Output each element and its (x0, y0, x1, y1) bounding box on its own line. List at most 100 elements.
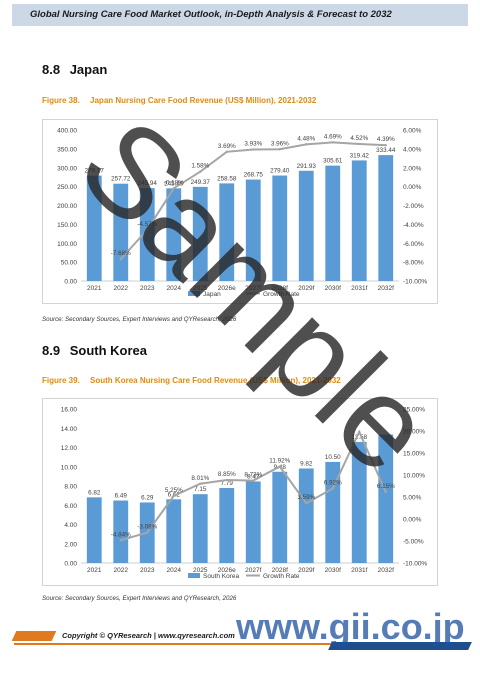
footer-copyright: Copyright © QYResearch | www.qyresearch.… (62, 631, 235, 640)
y2-tick-label: -6.00% (403, 241, 424, 248)
bar-data-label: 245.49 (164, 180, 184, 187)
bar-data-label: 12.58 (351, 434, 367, 441)
growth-rate-label: 3.69% (218, 143, 236, 150)
bar (378, 434, 394, 563)
x-tick-label: 2022 (114, 285, 129, 292)
growth-rate-label: -4.57% (137, 221, 157, 228)
growth-rate-point (358, 430, 361, 434)
growth-rate-point (331, 487, 334, 490)
bar (351, 441, 367, 563)
y2-tick-label: 20.00% (403, 429, 425, 436)
y2-tick-label: -8.00% (403, 260, 424, 267)
x-tick-label: 2024 (167, 285, 182, 292)
legend-label: Growth Rate (263, 291, 300, 298)
y2-tick-label: 25.00% (403, 407, 425, 414)
bar (272, 471, 288, 563)
growth-rate-label: 4.39% (377, 136, 395, 143)
bar-data-label: 291.93 (297, 163, 317, 170)
x-tick-label: 2021 (87, 285, 102, 292)
bar-data-label: 268.75 (244, 172, 264, 179)
bar (192, 494, 208, 563)
x-tick-label: 2031f (351, 567, 367, 574)
y-tick-label: 2.00 (64, 541, 77, 548)
legend-label: South Korea (203, 573, 240, 580)
y2-tick-label: 15.00% (403, 451, 425, 458)
footer-accent-bar (11, 631, 57, 641)
legend-swatch-bar (188, 291, 200, 296)
bar-data-label: 305.61 (323, 158, 343, 165)
y-tick-label: 14.00 (61, 426, 78, 433)
x-tick-label: 2023 (140, 567, 155, 574)
y-tick-label: 12.00 (61, 445, 78, 452)
growth-rate-label: 8.01% (191, 475, 209, 482)
bar-data-label: 7.15 (194, 486, 207, 493)
legend-label: Japan (203, 291, 221, 298)
y-tick-label: 250.00 (57, 184, 77, 191)
growth-rate-label: 4.52% (350, 135, 368, 142)
bar-data-label: 6.49 (115, 493, 128, 500)
y-tick-label: 100.00 (57, 241, 77, 248)
bar (378, 155, 394, 281)
growth-rate-label: -7.68% (111, 250, 131, 257)
x-tick-label: 2021 (87, 567, 102, 574)
figure-number: Figure 38. (42, 96, 80, 105)
growth-rate-label: 1.58% (191, 163, 209, 170)
x-tick-label: 2032f (378, 567, 394, 574)
section-number: 8.9 (42, 343, 61, 358)
growth-rate-label: 5.25% (165, 487, 183, 494)
section-title: Japan (69, 62, 108, 77)
figure-title: South Korea Nursing Care Food Revenue (U… (90, 376, 341, 385)
y2-tick-label: 0.00% (403, 517, 422, 524)
growth-rate-point (199, 482, 202, 485)
section-heading-south-korea: 8.9 South Korea (42, 343, 147, 358)
y-tick-label: 50.00 (61, 260, 78, 267)
y-tick-label: 300.00 (57, 165, 77, 172)
growth-rate-label: 3.59% (297, 494, 315, 501)
growth-rate-point (199, 170, 202, 173)
growth-rate-label: 6.15% (377, 483, 395, 490)
growth-rate-point (146, 228, 149, 231)
x-tick-label: 2029f (298, 285, 314, 292)
japan-chart: 0.00 50.00 100.00 150.00 200.00 250.00 300.00 3… (42, 119, 438, 304)
y2-tick-label: 6.00% (403, 128, 422, 135)
bar (245, 179, 261, 281)
y-tick-label: 16.00 (61, 407, 78, 414)
bar (166, 499, 182, 563)
bar-data-label: 279.17 (85, 168, 105, 175)
growth-rate-label: 11.92% (269, 458, 290, 465)
x-tick-label: 2029f (298, 567, 314, 574)
growth-rate-point (119, 257, 122, 261)
legend-label: Growth Rate (263, 573, 300, 580)
growth-rate-point (278, 465, 281, 468)
bar-data-label: 9.82 (300, 460, 313, 467)
growth-rate-point (172, 187, 175, 190)
growth-rate-label: 6.92% (324, 480, 342, 487)
growth-rate-label: 3.96% (271, 140, 289, 147)
bar-data-label: 279.40 (270, 168, 290, 175)
y2-tick-label: 10.00% (403, 473, 425, 480)
y-tick-label: 0.00 (64, 561, 77, 568)
y-tick-label: 8.00 (64, 484, 77, 491)
y2-tick-label: -10.00% (403, 279, 427, 286)
legend-swatch-bar (188, 573, 200, 578)
chart-svg: 0.00 2.00 4.00 6.00 8.00 10.00 12.00 14.00 16.00… (61, 407, 428, 581)
footer-rule (14, 643, 344, 645)
bar-data-label: 6.82 (88, 489, 101, 496)
y2-tick-label: -5.00% (403, 539, 424, 546)
growth-rate-point (252, 479, 255, 482)
growth-rate-label: 8.85% (218, 471, 236, 478)
y-tick-label: 400.00 (57, 128, 77, 135)
bar (166, 188, 182, 281)
growth-rate-label: 4.48% (297, 135, 315, 142)
bar-data-label: 319.42 (350, 152, 370, 159)
bar-data-label: 333.44 (376, 147, 396, 154)
x-tick-label: 2026e (218, 567, 236, 574)
y-tick-label: 6.00 (64, 503, 77, 510)
growth-rate-point (331, 141, 334, 144)
y-tick-label: 200.00 (57, 203, 77, 210)
bar (86, 175, 102, 281)
x-tick-label: 2025 (193, 567, 208, 574)
figure-number: Figure 39. (42, 376, 80, 385)
x-tick-label: 2027f (245, 285, 261, 292)
bar (113, 183, 129, 281)
